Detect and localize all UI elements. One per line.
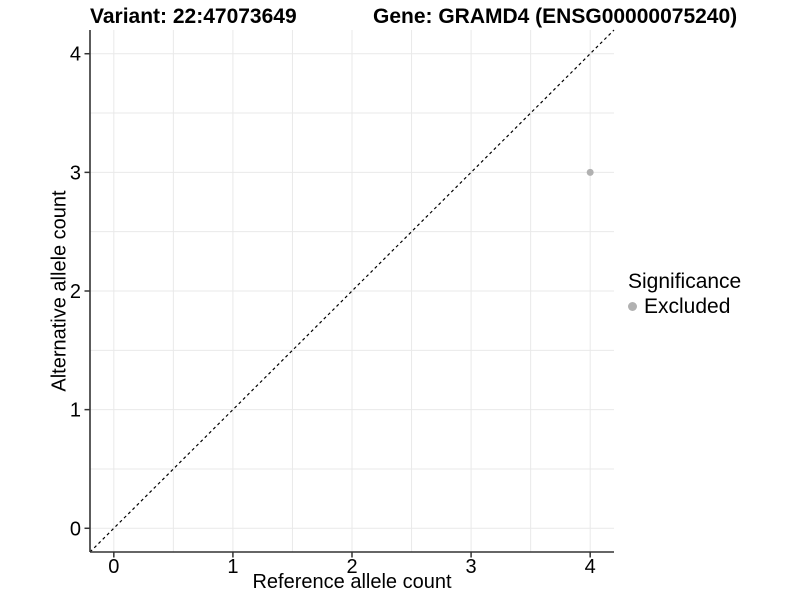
- y-tick-label: 2: [70, 281, 81, 303]
- y-tick-label: 4: [70, 44, 81, 66]
- legend-item-excluded: Excluded: [628, 296, 741, 317]
- data-point-excluded: [586, 168, 594, 176]
- x-tick-label: 0: [108, 556, 119, 578]
- y-axis-label: Alternative allele count: [48, 190, 71, 392]
- plot-title-gene: Gene: GRAMD4 (ENSG00000075240): [373, 5, 738, 28]
- legend-item-label: Excluded: [644, 295, 731, 318]
- y-tick-label: 0: [70, 518, 81, 540]
- x-axis-label: Reference allele count: [252, 571, 452, 593]
- legend: Significance Excluded: [628, 271, 741, 317]
- x-tick-label: 3: [466, 556, 477, 578]
- legend-point-icon: [628, 302, 637, 311]
- x-tick-label: 1: [227, 556, 238, 578]
- legend-title: Significance: [628, 270, 742, 293]
- y-tick-label: 3: [70, 162, 81, 184]
- plot-title-variant: Variant: 22:47073649: [90, 5, 297, 28]
- y-tick-label: 1: [70, 400, 81, 422]
- x-tick-label: 2: [346, 556, 357, 578]
- x-tick-label: 4: [585, 556, 596, 578]
